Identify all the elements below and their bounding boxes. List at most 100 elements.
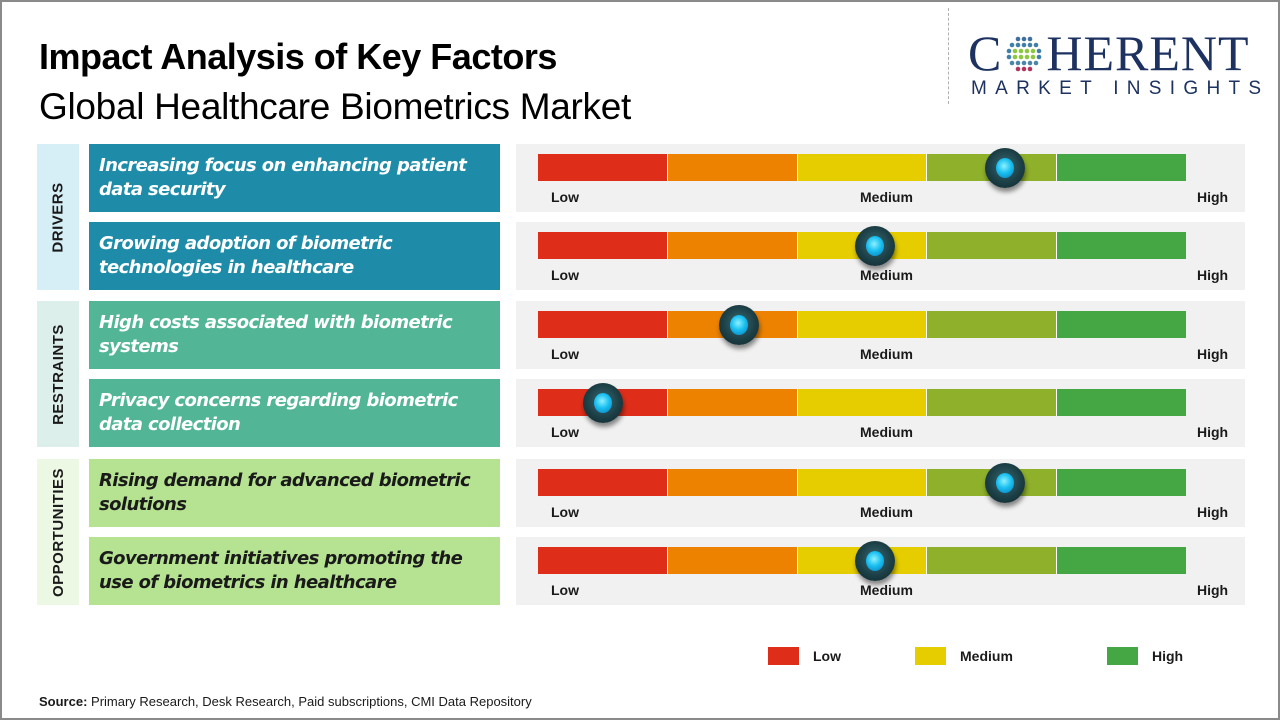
scale-segment-1 (538, 232, 668, 259)
globe-dot (1019, 54, 1024, 60)
legend-swatch-low (768, 647, 799, 665)
globe-dot (1037, 48, 1042, 54)
scale-label-high: High (1197, 582, 1229, 598)
globe-dot (1034, 60, 1039, 66)
scale-segment-1 (538, 469, 668, 496)
logo-brand-right: HERENT (1046, 25, 1250, 81)
factor-label: High costs associated with biometric sys… (89, 301, 500, 369)
scale-segment-3 (797, 389, 928, 416)
globe-dot (1022, 60, 1027, 66)
page-subtitle: Global Healthcare Biometrics Market (39, 86, 631, 127)
scale-segment-5 (1057, 389, 1186, 416)
impact-gauge: Low Medium High (516, 459, 1245, 527)
scale-segment-3 (797, 154, 928, 181)
impact-scale-bar (538, 232, 1186, 259)
globe-dot (1016, 66, 1021, 72)
impact-scale-bar (538, 469, 1186, 496)
category-label-text: RESTRAINTS (49, 323, 67, 425)
logo: C HERENT (968, 28, 1250, 78)
globe-dot (1013, 48, 1018, 54)
globe-dot (1028, 60, 1033, 66)
scale-label-high: High (1197, 424, 1229, 440)
scale-segment-2 (667, 232, 798, 259)
category-label-text: OPPORTUNITIES (49, 467, 67, 597)
impact-gauge: Low Medium High (516, 301, 1245, 369)
category-label-restraints: RESTRAINTS (37, 301, 79, 447)
legend-item-medium: Medium (915, 647, 1013, 665)
globe-dot (1010, 42, 1015, 48)
legend-label-low: Low (813, 648, 841, 664)
globe-dot (1025, 48, 1030, 54)
impact-scale-bar (538, 154, 1186, 181)
scale-segment-5 (1057, 311, 1186, 338)
impact-marker-knob (582, 383, 623, 423)
globe-dot (1031, 54, 1036, 60)
scale-label-medium: Medium (860, 189, 913, 205)
source-label: Source: (39, 694, 88, 709)
source-text: Primary Research, Desk Research, Paid su… (87, 694, 532, 709)
category-label-opportunities: OPPORTUNITIES (37, 459, 79, 605)
impact-marker-knob (718, 305, 759, 345)
legend-swatch-medium (915, 647, 946, 665)
scale-label-medium: Medium (860, 424, 913, 440)
globe-dot (1022, 66, 1027, 72)
legend-item-high: High (1107, 647, 1183, 665)
impact-marker-knob (854, 541, 895, 581)
legend-item-low: Low (768, 647, 841, 665)
source-note: Source: Primary Research, Desk Research,… (39, 694, 532, 709)
globe-dot (1016, 60, 1021, 66)
scale-label-low: Low (551, 346, 579, 362)
scale-segment-5 (1057, 469, 1186, 496)
scale-label-low: Low (551, 424, 579, 440)
globe-dot (1022, 42, 1027, 48)
globe-dot (1010, 60, 1015, 66)
scale-segment-4 (927, 389, 1058, 416)
scale-segment-1 (538, 547, 668, 574)
impact-gauge: Low Medium High (516, 144, 1245, 212)
scale-label-medium: Medium (860, 582, 913, 598)
factor-label: Rising demand for advanced biometric sol… (89, 459, 500, 527)
legend-label-high: High (1152, 648, 1184, 664)
globe-dot (1007, 48, 1012, 54)
scale-label-high: High (1197, 346, 1229, 362)
legend-swatch-high (1107, 647, 1138, 665)
globe-dot (1028, 66, 1033, 72)
globe-dot (1028, 42, 1033, 48)
impact-gauge: Low Medium High (516, 379, 1245, 447)
category-label-drivers: DRIVERS (37, 144, 79, 290)
scale-segment-2 (667, 469, 798, 496)
scale-segment-1 (538, 311, 668, 338)
category-label-text: DRIVERS (49, 181, 67, 253)
scale-label-low: Low (551, 189, 579, 205)
scale-segment-3 (797, 311, 928, 338)
page-title: Impact Analysis of Key Factors (39, 36, 557, 77)
scale-label-medium: Medium (860, 267, 913, 283)
scale-segment-4 (927, 232, 1058, 259)
scale-label-low: Low (551, 267, 579, 283)
globe-dot (1037, 54, 1042, 60)
scale-segment-4 (927, 311, 1058, 338)
scale-segment-2 (667, 389, 798, 416)
scale-segment-2 (667, 547, 798, 574)
globe-dot (1025, 54, 1030, 60)
scale-segment-5 (1057, 232, 1186, 259)
scale-label-high: High (1197, 189, 1229, 205)
globe-dot (1016, 42, 1021, 48)
dotted-globe-icon (1007, 36, 1042, 72)
impact-marker-knob (984, 148, 1025, 188)
legend-label-medium: Medium (960, 648, 1013, 664)
scale-label-high: High (1197, 504, 1229, 520)
logo-divider (948, 8, 949, 104)
factor-label: Government initiatives promoting the use… (89, 537, 500, 605)
scale-label-medium: Medium (860, 346, 913, 362)
scale-segment-5 (1057, 547, 1186, 574)
factor-label: Privacy concerns regarding biometric dat… (89, 379, 500, 447)
globe-dot (1028, 36, 1033, 42)
scale-segment-2 (667, 154, 798, 181)
scale-segment-5 (1057, 154, 1186, 181)
scale-label-high: High (1197, 267, 1229, 283)
factor-label: Growing adoption of biometric technologi… (89, 222, 500, 290)
globe-dot (1034, 42, 1039, 48)
globe-dot (1007, 54, 1012, 60)
